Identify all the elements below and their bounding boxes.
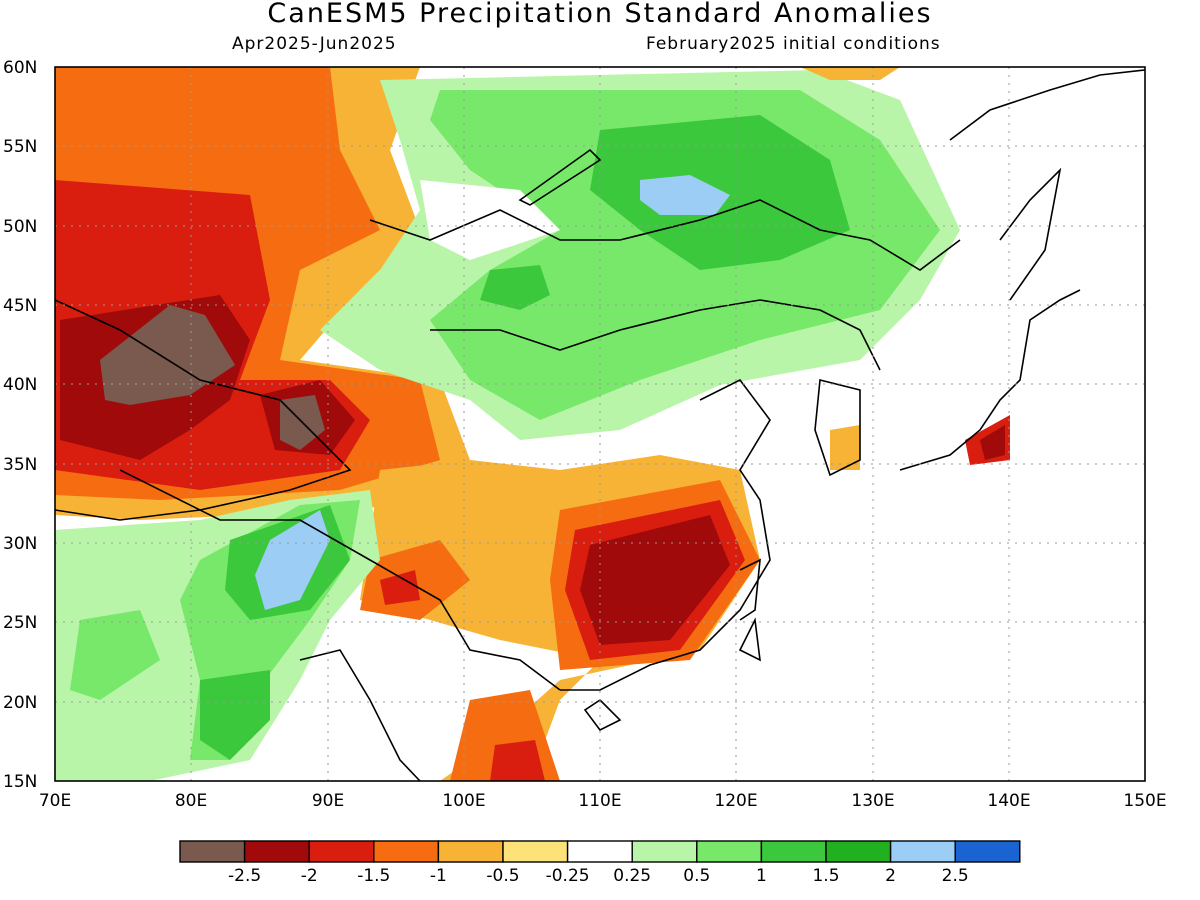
lon-label: 70E xyxy=(39,791,71,811)
initial-conditions: February2025 initial conditions xyxy=(646,34,941,54)
colorbar-label: -1.5 xyxy=(357,866,390,886)
lon-label: 90E xyxy=(312,791,344,811)
lat-label: 45N xyxy=(3,296,37,316)
lat-label: 40N xyxy=(3,375,37,395)
colorbar-swatch xyxy=(889,840,956,863)
colorbar-swatch xyxy=(373,840,440,863)
colorbar-label: -2.5 xyxy=(228,866,261,886)
colorbar-swatch xyxy=(502,840,569,863)
colorbar-label: 0.5 xyxy=(683,866,710,886)
map-frame xyxy=(54,66,1146,782)
colorbar-swatch xyxy=(631,840,698,863)
lon-label: 130E xyxy=(851,791,894,811)
colorbar-swatch xyxy=(308,840,375,863)
colorbar-swatch xyxy=(696,840,763,863)
colorbar-label: -0.5 xyxy=(486,866,519,886)
valid-period: Apr2025-Jun2025 xyxy=(232,34,397,54)
colorbar-label: 2.5 xyxy=(942,866,969,886)
lat-label: 60N xyxy=(3,58,37,78)
colorbar-label: 0.25 xyxy=(613,866,651,886)
colorbar-label: 1 xyxy=(756,866,767,886)
colorbar: -2.5 -2 -1.5 -1 -0.5 -0.25 0.25 0.5 1 1.5 2 2.5 xyxy=(179,840,1021,886)
lon-label: 110E xyxy=(578,791,621,811)
colorbar-swatch xyxy=(760,840,827,863)
lon-label: 150E xyxy=(1123,791,1166,811)
colorbar-swatch xyxy=(179,840,246,863)
lon-label: 80E xyxy=(175,791,207,811)
anomaly-field xyxy=(55,67,1145,781)
lon-label: 100E xyxy=(442,791,485,811)
colorbar-label: -2 xyxy=(301,866,318,886)
colorbar-swatch xyxy=(437,840,504,863)
colorbar-swatch xyxy=(954,840,1021,863)
lat-label: 20N xyxy=(3,693,37,713)
lat-label: 50N xyxy=(3,217,37,237)
lon-label: 140E xyxy=(987,791,1030,811)
lat-label: 25N xyxy=(3,613,37,633)
lon-label: 120E xyxy=(714,791,757,811)
gridlines xyxy=(55,67,1145,781)
colorbar-swatch xyxy=(825,840,892,863)
colorbar-label: 2 xyxy=(885,866,896,886)
colorbar-label: -0.25 xyxy=(546,866,590,886)
coastlines xyxy=(55,69,1145,781)
lat-label: 30N xyxy=(3,534,37,554)
map-title: CanESM5 Precipitation Standard Anomalies xyxy=(267,0,933,29)
colorbar-label: 1.5 xyxy=(812,866,839,886)
lat-label: 15N xyxy=(3,772,37,792)
colorbar-swatch xyxy=(566,840,633,863)
lat-label: 55N xyxy=(3,137,37,157)
colorbar-label: -1 xyxy=(430,866,447,886)
lat-label: 35N xyxy=(3,455,37,475)
colorbar-swatch xyxy=(243,840,310,863)
